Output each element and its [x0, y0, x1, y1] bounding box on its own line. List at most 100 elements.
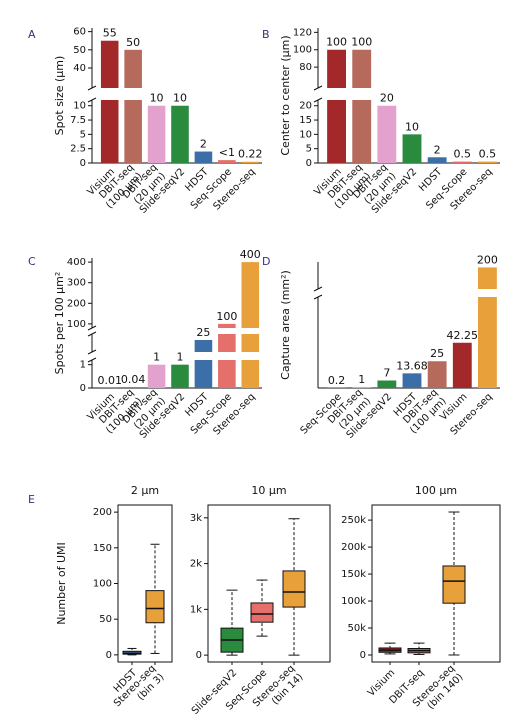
value-label: 100 [216, 310, 237, 323]
bar [352, 386, 372, 388]
y-tick-label: 200 [93, 507, 112, 518]
y-axis-label: Center to center (μm) [279, 35, 292, 155]
y-tick-label: 400 [67, 257, 86, 268]
value-label: 7 [383, 367, 390, 380]
y-tick-label: 20 [299, 101, 312, 112]
value-label: 42.25 [447, 329, 479, 342]
axis-break [87, 331, 97, 337]
value-label: 25 [196, 326, 210, 339]
y-tick-label: 100 [293, 45, 312, 56]
value-label: 10 [173, 92, 187, 105]
y-tick-label: 3k [190, 513, 202, 524]
bar [427, 157, 447, 163]
bar [452, 161, 472, 163]
axis-break [313, 294, 323, 300]
value-label: 0.2 [328, 374, 346, 387]
y-tick-label: 5 [306, 144, 312, 155]
axis-break [87, 85, 97, 91]
break-gap [217, 328, 237, 334]
box [250, 602, 274, 623]
bar [327, 49, 346, 163]
y-axis-label: Spot size (μm) [53, 56, 66, 136]
y-tick-label: 1 [80, 360, 86, 371]
bar [194, 151, 213, 163]
value-label: 2 [200, 138, 207, 151]
axis-break [313, 97, 323, 103]
y-tick-label: 100 [93, 579, 112, 590]
value-label: 100 [326, 36, 347, 49]
bar [452, 342, 472, 388]
y-tick-label: 40 [73, 63, 86, 74]
value-label: 1 [153, 351, 160, 364]
panel-label: C [28, 255, 36, 268]
y-tick-label: 120 [293, 27, 312, 38]
panel-label: D [262, 255, 270, 268]
break-gap [100, 88, 119, 100]
y-tick-label: 10 [73, 101, 86, 112]
bar [402, 373, 422, 388]
break-gap [123, 88, 143, 100]
value-label: 200 [477, 253, 498, 266]
value-label: 2 [434, 143, 441, 156]
axis-break [87, 97, 97, 103]
bar [478, 267, 497, 388]
bar [241, 262, 260, 388]
value-label: 55 [103, 27, 117, 40]
value-label: 0.01 [97, 374, 122, 387]
value-label: 0.22 [238, 148, 263, 161]
bar [147, 364, 166, 388]
plot-frame [117, 504, 173, 663]
panel-title: 2 μm [131, 484, 159, 497]
y-tick-label: 150 [93, 543, 112, 554]
panel-title: 100 μm [415, 484, 457, 497]
bar [377, 105, 397, 163]
y-tick-label: 250k [341, 515, 366, 526]
bar [124, 387, 142, 388]
y-tick-label: 300 [67, 278, 86, 289]
box [442, 565, 466, 604]
bar [377, 380, 397, 388]
value-label: 20 [380, 92, 394, 105]
bar [100, 40, 119, 163]
value-label: 50 [126, 36, 140, 49]
y-tick-label: 50k [347, 623, 366, 634]
y-tick-label: 50 [99, 614, 112, 625]
y-tick-label: 0 [306, 158, 312, 169]
panel-label: A [28, 28, 36, 41]
bar [171, 364, 189, 388]
bar [402, 134, 422, 163]
y-axis-label: Number of UMI [55, 542, 68, 625]
value-label: 0.04 [121, 373, 146, 386]
panel-label: E [28, 493, 35, 506]
y-tick-label: 0 [80, 158, 86, 169]
axis-break [87, 349, 97, 355]
box [282, 570, 306, 608]
y-tick-label: 0 [196, 650, 202, 661]
bar [194, 340, 213, 388]
value-label: 400 [240, 248, 261, 261]
break-gap [194, 352, 213, 360]
y-tick-label: 2.5 [70, 144, 86, 155]
bar [171, 105, 189, 163]
bar [124, 49, 142, 164]
y-tick-label: 7.5 [70, 115, 86, 126]
y-tick-label: 2k [190, 559, 202, 570]
bar [478, 161, 497, 163]
panel-title: 10 μm [251, 484, 286, 497]
y-tick-label: 100 [67, 319, 86, 330]
y-tick-label: 5 [80, 129, 86, 140]
bar [147, 105, 166, 163]
y-tick-label: 60 [73, 27, 86, 38]
y-tick-label: 50 [73, 45, 86, 56]
y-tick-label: 0 [106, 650, 112, 661]
value-label: 10 [150, 92, 164, 105]
y-tick-label: 80 [299, 62, 312, 73]
y-tick-label: 100k [341, 596, 366, 607]
y-axis-label: Capture area (mm²) [279, 270, 292, 380]
break-gap [241, 352, 260, 360]
plot-frame [371, 504, 501, 663]
value-label: 0.5 [479, 148, 497, 161]
y-tick-label: 15 [299, 115, 312, 126]
y-tick-label: 150k [341, 569, 366, 580]
